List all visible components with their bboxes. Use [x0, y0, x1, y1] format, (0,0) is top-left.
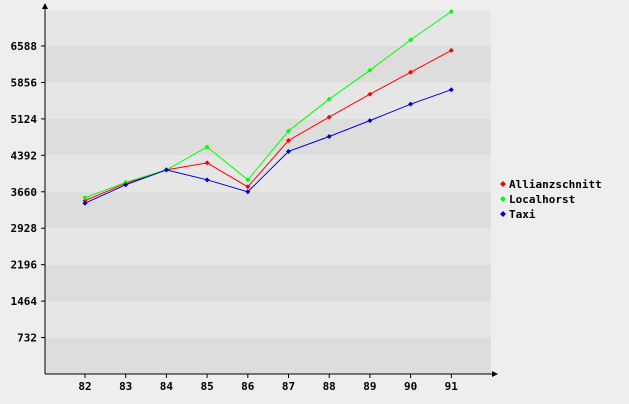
data-point-taxi	[245, 189, 251, 195]
data-point-taxi	[367, 118, 373, 124]
data-point-taxi	[163, 167, 169, 173]
plot-band	[45, 301, 491, 338]
data-point-localhorst	[448, 9, 454, 15]
x-tick-label: 88	[323, 380, 336, 393]
plot-band	[45, 46, 491, 83]
data-point-localhorst	[204, 144, 210, 150]
data-point-allianzschnitt	[326, 114, 332, 120]
data-point-localhorst	[82, 195, 88, 201]
y-axis-arrow	[42, 3, 48, 9]
data-point-taxi	[448, 87, 454, 93]
legend-marker-localhorst	[500, 196, 506, 202]
y-tick-label: 732	[17, 332, 37, 345]
legend: Allianzschnitt Localhorst Taxi	[500, 178, 602, 221]
x-tick-label: 89	[363, 380, 376, 393]
data-point-localhorst	[367, 67, 373, 73]
data-point-localhorst	[326, 96, 332, 102]
y-tick-label: 5124	[11, 113, 38, 126]
plot-band	[45, 337, 491, 374]
data-point-taxi	[408, 101, 414, 107]
x-tick-label: 87	[282, 380, 295, 393]
data-point-taxi	[82, 200, 88, 206]
y-tick-label: 1464	[11, 295, 38, 308]
y-tick-label: 2928	[11, 222, 38, 235]
plot-band	[45, 155, 491, 192]
y-tick-label: 4392	[11, 149, 38, 162]
plot-band	[45, 10, 491, 46]
plot-bands	[45, 10, 491, 374]
data-point-taxi	[123, 182, 129, 188]
legend-marker-taxi	[500, 211, 506, 217]
legend-marker-allianzschnitt	[500, 181, 506, 187]
x-tick-label: 84	[160, 380, 174, 393]
y-tick-label: 6588	[11, 40, 38, 53]
series-line-localhorst	[84, 11, 452, 199]
legend-label-allianzschnitt: Allianzschnitt	[509, 178, 602, 191]
data-point-allianzschnitt	[204, 160, 210, 166]
plot-band	[45, 264, 491, 302]
plot-band	[45, 118, 491, 156]
x-tick-label: 83	[119, 380, 132, 393]
series-line-taxi	[84, 89, 452, 204]
axes	[42, 3, 498, 377]
data-point-allianzschnitt	[245, 184, 251, 190]
data-point-taxi	[204, 177, 210, 183]
legend-label-localhorst: Localhorst	[509, 193, 575, 206]
x-tick-label: 85	[200, 380, 213, 393]
data-point-localhorst	[245, 177, 251, 183]
data-point-localhorst	[286, 128, 291, 134]
plot-band	[45, 191, 491, 229]
x-axis-arrow	[492, 371, 498, 377]
x-tick-label: 90	[404, 380, 417, 393]
x-tick-label: 82	[78, 380, 91, 393]
data-point-taxi	[286, 148, 291, 154]
y-axis-ticks: 732 1464 2196 2928 3660 4392 5124 5856 6588	[11, 40, 45, 345]
data-point-allianzschnitt	[408, 69, 414, 75]
x-tick-label: 91	[445, 380, 459, 393]
series-group	[82, 9, 454, 206]
x-tick-label: 86	[241, 380, 255, 393]
data-point-localhorst	[408, 37, 414, 43]
plot-band	[45, 228, 491, 265]
y-tick-label: 5856	[11, 76, 38, 89]
y-tick-label: 3660	[11, 186, 38, 199]
data-point-taxi	[326, 134, 332, 140]
data-point-allianzschnitt	[367, 91, 373, 97]
y-tick-label: 2196	[11, 259, 38, 272]
data-point-allianzschnitt	[286, 137, 291, 143]
data-point-allianzschnitt	[448, 47, 454, 53]
x-axis-ticks: 82 83 84 85 86 87 88 89 90 91	[78, 374, 458, 393]
legend-label-taxi: Taxi	[509, 208, 536, 221]
plot-band	[45, 82, 491, 119]
